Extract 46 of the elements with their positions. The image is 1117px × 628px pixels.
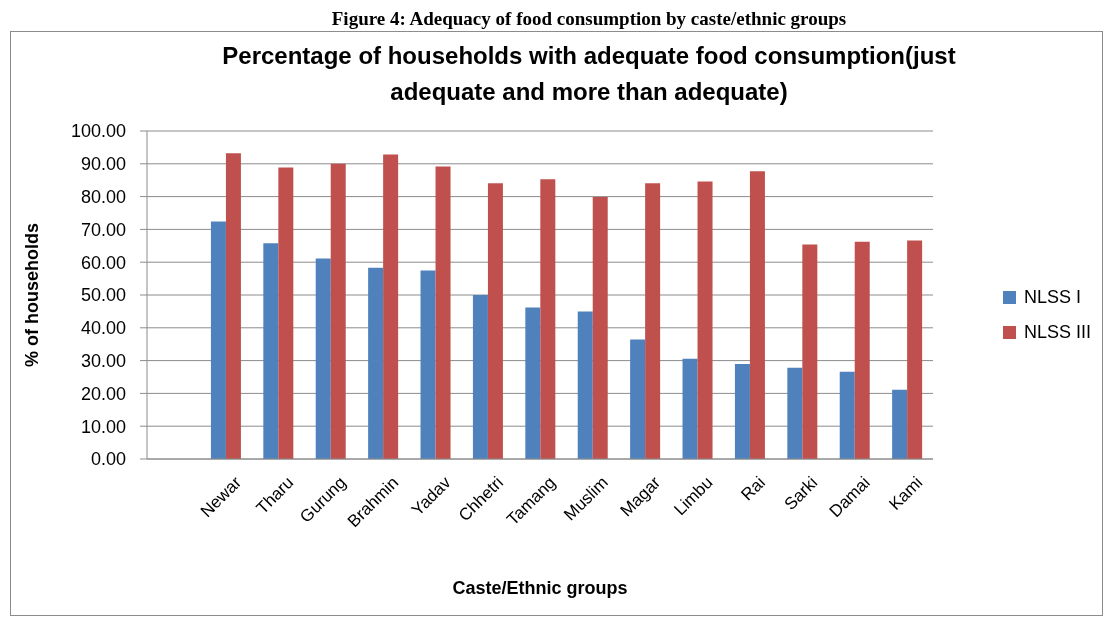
bar: [278, 167, 294, 459]
x-tick-label: Rai: [737, 472, 769, 505]
y-tick-label: 80.00: [80, 186, 126, 207]
bar: [225, 153, 241, 459]
bar: [787, 367, 803, 459]
bar: [592, 196, 608, 459]
y-tick-label: 50.00: [80, 285, 126, 306]
bar: [854, 241, 870, 459]
bar: [697, 181, 713, 459]
legend-label: NLSS III: [1024, 322, 1092, 343]
bar: [839, 371, 855, 459]
y-tick-label: 60.00: [80, 252, 126, 273]
y-tick-label: 70.00: [80, 219, 126, 240]
bar: [682, 358, 698, 459]
bar: [645, 183, 661, 459]
bar: [487, 183, 503, 459]
bar: [907, 240, 923, 459]
legend-label: NLSS I: [1024, 287, 1082, 308]
y-tick-label: 30.00: [80, 350, 126, 371]
bar: [892, 389, 908, 459]
bar: [383, 154, 399, 459]
bar: [420, 270, 436, 459]
bar: [263, 243, 279, 459]
caption: Figure 4: Adequacy of food consumption by caste/ethnic groups: [330, 8, 848, 29]
y-tick-label: 20.00: [80, 383, 126, 404]
y-tick-label: 10.00: [80, 416, 126, 437]
y-tick-label: 40.00: [80, 318, 126, 339]
bar: [315, 258, 331, 459]
y-tick-label: 100.00: [70, 121, 126, 142]
bar: [734, 363, 750, 459]
y-axis-title: % of households: [21, 223, 43, 367]
bar: [540, 179, 556, 459]
bar: [577, 311, 593, 459]
x-axis-title: Caste/Ethnic groups: [451, 578, 629, 599]
y-tick-label: 90.00: [80, 154, 126, 175]
bar: [525, 307, 541, 459]
bar: [435, 166, 451, 459]
bar: [368, 267, 384, 459]
bar: [630, 339, 646, 459]
bar: [330, 163, 346, 459]
chart-title: Percentage of households with adequate food consumption(just adequate and more than adequate): [221, 41, 957, 107]
bar: [802, 244, 818, 459]
bar: [472, 295, 488, 459]
bar: [749, 171, 765, 459]
y-tick-label: 0.00: [90, 449, 126, 470]
bar: [210, 221, 226, 459]
